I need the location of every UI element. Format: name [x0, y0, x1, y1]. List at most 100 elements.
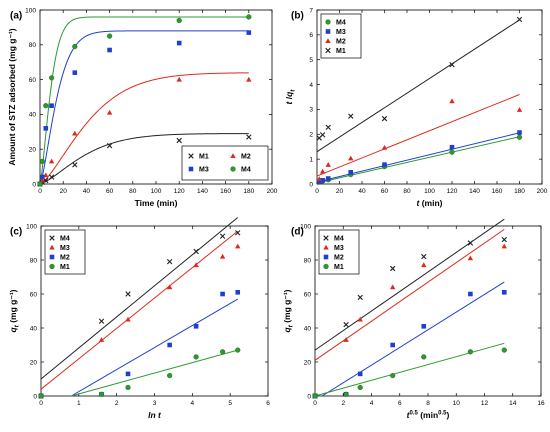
data-point-M4	[246, 14, 252, 20]
y-tick-label: 7	[309, 7, 313, 14]
data-point-M1	[319, 132, 326, 138]
data-point-M2	[316, 176, 322, 182]
x-tick-label: 8	[426, 400, 430, 407]
data-point-M4	[501, 236, 507, 243]
legend-label-M1: M1	[199, 154, 209, 161]
data-point-M4	[48, 75, 55, 81]
x-tick-label: 140	[469, 188, 480, 195]
data-point-M2	[176, 76, 182, 82]
legend-marker-M4	[49, 235, 55, 241]
data-point-M3	[348, 170, 354, 175]
data-point-M1	[467, 349, 473, 355]
x-tick-label: 160	[220, 188, 231, 195]
data-point-M4	[235, 230, 241, 236]
data-point-M1	[421, 354, 427, 360]
x-tick-label: 6	[398, 400, 402, 407]
legend-marker-M1	[188, 153, 194, 159]
data-point-M4	[176, 17, 182, 24]
legend-label-M4: M4	[60, 236, 70, 243]
data-point-M1	[357, 384, 363, 391]
data-point-M4	[106, 33, 113, 39]
data-point-M1	[449, 61, 455, 68]
fit-line-M4	[316, 136, 520, 184]
x-tick-label: 16	[537, 400, 545, 407]
data-point-M4	[125, 291, 131, 297]
data-point-M1	[193, 354, 199, 360]
legend-marker-M2	[325, 38, 331, 43]
legend-label-M4: M4	[241, 167, 251, 174]
legend-label-M3: M3	[60, 245, 70, 252]
legend: M4 M3 M2 M1	[320, 13, 362, 59]
x-tick-label: 5	[228, 400, 232, 407]
data-point-M1	[390, 373, 396, 379]
data-point-M3	[125, 316, 131, 322]
data-point-M3	[449, 144, 455, 150]
data-point-M3	[72, 70, 78, 75]
y-axis-title: t /qt	[284, 89, 297, 105]
y-tick-label: 3	[309, 107, 313, 114]
panel-a: (a) 0 20 40 60 80 100 120 140 160 180 200 0 20 40 60 80 1…	[7, 7, 278, 208]
data-point-M1	[125, 384, 131, 391]
data-point-M4	[166, 259, 173, 265]
data-point-M3	[320, 177, 325, 183]
legend-marker-M3	[325, 29, 331, 34]
fit-line-M1	[314, 342, 505, 397]
x-tick-label: 200	[267, 188, 278, 195]
x-axis-title: ln t	[148, 410, 162, 420]
x-tick-label: 60	[381, 188, 389, 195]
data-point-M4	[421, 253, 427, 260]
fit-line-M2	[321, 281, 505, 397]
y-tick-label: 40	[29, 112, 37, 119]
legend-label-M3: M3	[334, 245, 344, 252]
legend-label-M2: M2	[60, 255, 70, 262]
data-point-M3	[176, 40, 182, 46]
data-point-M3	[501, 243, 507, 249]
data-point-M3	[246, 30, 252, 35]
fit-line-M1	[316, 19, 520, 153]
data-point-M1	[381, 115, 388, 122]
data-point-M1	[176, 137, 182, 144]
x-axis-title: t0.5 (min0.5)	[407, 410, 450, 420]
data-point-M4	[467, 240, 474, 246]
x-tick-label: 40	[358, 188, 366, 195]
data-point-M1	[98, 391, 105, 397]
fit-curve-M1	[39, 133, 249, 185]
fit-line-M2	[71, 298, 238, 397]
fit-line-M4	[40, 217, 239, 380]
data-point-M2	[246, 76, 252, 82]
legend-marker-M3	[323, 244, 329, 250]
y-tick-label: 2	[309, 132, 313, 139]
data-point-M1	[516, 16, 523, 23]
y-tick-label: 60	[30, 291, 38, 298]
x-tick-label: 120	[447, 188, 458, 195]
data-point-M3	[382, 162, 387, 167]
legend-marker-M3	[188, 166, 194, 172]
x-tick-label: 12	[481, 400, 489, 407]
x-tick-label: 10	[453, 400, 461, 407]
legend-marker-M1	[49, 263, 55, 270]
fit-line-M3	[40, 230, 239, 390]
x-tick-label: 140	[197, 188, 208, 195]
y-tick-label: 1	[309, 156, 313, 163]
data-point-M2	[72, 130, 78, 136]
x-tick-label: 14	[509, 400, 517, 407]
legend-label-M1: M1	[60, 264, 70, 271]
y-tick-label: 4	[309, 82, 313, 89]
data-point-M3	[467, 255, 474, 261]
legend-marker-M3	[49, 244, 55, 250]
x-tick-label: 2	[341, 400, 345, 407]
data-point-M4	[72, 43, 78, 50]
data-point-M1	[38, 393, 44, 399]
legend-label-M2: M2	[241, 154, 251, 161]
data-point-M1	[48, 174, 55, 180]
x-tick-label: 180	[514, 188, 525, 195]
legend-marker-M4	[230, 166, 236, 172]
y-tick-label: 60	[304, 291, 312, 298]
legend: M1 M2 M3 M4	[181, 145, 269, 181]
data-point-M2	[325, 162, 331, 167]
x-tick-label: 200	[537, 188, 548, 195]
legend-marker-M4	[325, 19, 331, 25]
y-tick-label: 20	[30, 359, 38, 366]
x-tick-label: 0	[39, 400, 43, 407]
